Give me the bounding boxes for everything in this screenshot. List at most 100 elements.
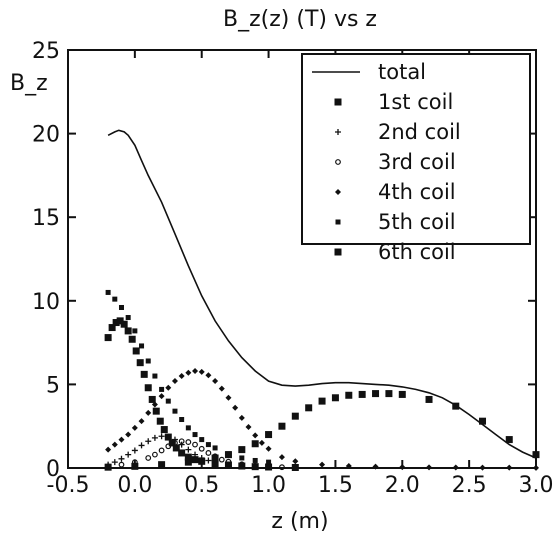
x-tick-label: 1.5	[318, 473, 353, 498]
data-point	[131, 462, 139, 470]
y-tick-label: 5	[46, 373, 60, 398]
data-point	[426, 464, 433, 471]
y-tick-label: 10	[32, 290, 60, 315]
data-point	[125, 315, 131, 321]
data-point	[218, 385, 225, 392]
legend-entry: 3rd coil	[335, 150, 456, 174]
data-point	[120, 320, 128, 328]
data-point	[192, 441, 198, 448]
x-tick-label: 0.5	[184, 473, 219, 498]
legend-swatch	[334, 248, 342, 256]
data-point	[144, 384, 152, 392]
data-point	[152, 451, 158, 458]
data-point	[225, 458, 232, 465]
legend-entry: 2nd coil	[335, 120, 461, 144]
data-point	[319, 461, 326, 468]
data-point	[151, 434, 158, 441]
legend-entry: 4th coil	[335, 180, 456, 204]
data-point	[212, 445, 218, 451]
plot-frame	[67, 49, 537, 469]
data-point	[132, 347, 140, 355]
data-point	[136, 359, 144, 367]
data-point	[399, 464, 406, 471]
data-point	[172, 408, 178, 414]
data-point	[385, 390, 393, 398]
data-point	[205, 457, 212, 464]
data-point	[279, 464, 285, 471]
data-point	[199, 437, 205, 443]
data-point	[245, 424, 252, 431]
data-point	[358, 390, 366, 398]
data-point	[131, 424, 138, 431]
legend-label: 3rd coil	[378, 150, 456, 174]
data-point	[158, 461, 166, 469]
data-point	[152, 407, 160, 415]
x-axis-label: z (m)	[271, 509, 328, 534]
data-point	[171, 436, 178, 443]
series-6	[104, 390, 540, 471]
data-point	[265, 445, 272, 452]
data-point	[198, 454, 205, 461]
data-point	[172, 440, 178, 446]
data-point	[185, 439, 192, 445]
data-point	[156, 417, 164, 425]
data-point	[140, 370, 148, 378]
legend-label: total	[378, 60, 426, 84]
data-point	[225, 461, 232, 468]
data-point	[125, 431, 132, 438]
x-tick-label: 1.0	[251, 473, 286, 498]
data-point	[178, 438, 185, 445]
data-point	[111, 459, 118, 466]
legend: total 1st coil 2nd coil 3rd coil 4th coil 5th…	[301, 53, 531, 264]
data-point	[278, 454, 285, 461]
data-point	[184, 453, 192, 461]
data-point	[185, 446, 192, 453]
data-point	[252, 462, 259, 469]
data-point	[108, 324, 116, 332]
data-point	[265, 431, 273, 439]
data-point	[192, 368, 199, 375]
legend-box	[301, 53, 531, 245]
data-point	[192, 432, 198, 438]
data-point	[192, 451, 199, 458]
data-point	[372, 463, 379, 470]
data-point	[318, 397, 326, 405]
data-point	[112, 319, 120, 327]
legend-swatch	[335, 219, 341, 225]
data-point	[266, 459, 272, 465]
data-point	[372, 390, 380, 398]
data-point	[198, 445, 205, 452]
data-point	[251, 440, 259, 448]
data-point	[118, 461, 125, 468]
legend-entry: 1st coil	[334, 90, 453, 114]
data-point	[118, 455, 125, 462]
data-point	[184, 458, 192, 466]
data-point	[198, 368, 205, 375]
y-tick-label: 25	[32, 39, 60, 64]
data-point	[158, 447, 165, 454]
data-point	[131, 447, 138, 454]
series-5	[105, 289, 272, 465]
data-point	[331, 394, 339, 402]
data-point	[532, 451, 540, 459]
data-point	[479, 417, 487, 425]
legend-items: total 1st coil 2nd coil 3rd coil 4th coil 5th…	[312, 60, 461, 264]
x-tick-label: 0.0	[117, 473, 152, 498]
x-tick-label: 3.0	[519, 473, 554, 498]
data-point	[165, 443, 172, 450]
data-point	[225, 394, 232, 401]
data-point	[158, 433, 165, 440]
data-point	[158, 393, 165, 400]
data-point	[258, 439, 265, 446]
y-tick-label: 0	[46, 457, 60, 482]
data-point	[425, 395, 433, 403]
data-point	[151, 401, 158, 408]
data-point	[278, 422, 286, 430]
data-point	[145, 358, 151, 364]
data-point	[104, 463, 112, 471]
data-point	[138, 442, 145, 449]
data-point	[159, 386, 165, 392]
chart-title: B_z(z) (T) vs z	[223, 7, 377, 32]
data-point	[165, 434, 172, 441]
data-point	[124, 327, 132, 335]
